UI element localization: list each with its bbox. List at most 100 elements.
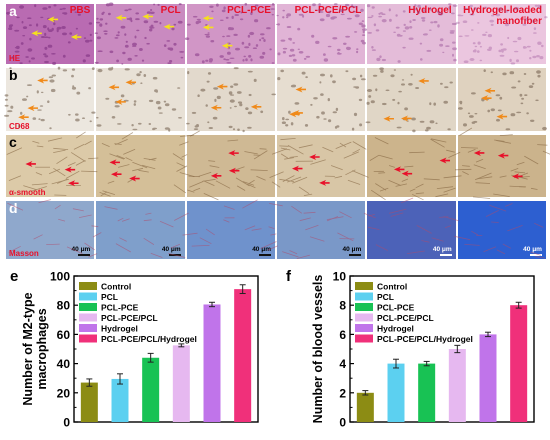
y-axis-label: Number of M2-typemacrophages xyxy=(21,292,49,405)
legend-label: PCL-PCE xyxy=(377,303,415,313)
legend-label: PCL-PCE/PCL xyxy=(377,313,434,323)
column-label-pcl-pce: PCL-PCE xyxy=(227,5,271,16)
bar-pcl-pce-pcl xyxy=(172,345,190,422)
tile-he-pcl-pce-pcl: PCL-PCE/PCL xyxy=(276,4,366,64)
bar-pcl xyxy=(387,363,405,422)
legend-label: PCL xyxy=(101,292,118,302)
legend-swatch xyxy=(355,313,373,322)
bar-control xyxy=(80,382,98,422)
row-tag-masson: Masson xyxy=(9,249,39,258)
scale-bar-5 xyxy=(439,254,452,256)
bar-pcl-pce-pcl xyxy=(448,349,466,422)
y-tick-label: 60 xyxy=(57,328,71,342)
tile-sma-6 xyxy=(457,135,546,197)
panel-letter-c: c xyxy=(9,134,17,150)
legend-swatch xyxy=(79,324,97,332)
bar-pcl xyxy=(111,378,129,422)
row-he: PBS PCL PCL-PCE PCL-PCE/PCL Hydrogel Hyd… xyxy=(6,4,546,64)
legend-swatch xyxy=(355,292,373,301)
row-tag-cd68: CD68 xyxy=(9,122,30,131)
y-tick-label: 100 xyxy=(50,270,70,284)
tile-masson-4: 40 μm xyxy=(276,201,366,259)
column-label-pcl-pce-pcl: PCL-PCE/PCL xyxy=(294,5,362,16)
legend-label: Control xyxy=(377,282,407,292)
scale-bar-6 xyxy=(529,254,542,256)
tile-sma-2 xyxy=(96,135,185,197)
tile-he-pcl-pce: PCL-PCE xyxy=(186,4,275,64)
scale-text-6: 40 μm xyxy=(523,246,542,253)
legend-label: Control xyxy=(101,282,131,292)
panel-letter-f: f xyxy=(286,268,291,285)
tile-cd68-4 xyxy=(276,68,366,131)
tile-masson-5: 40 μm xyxy=(367,201,456,259)
legend-swatch xyxy=(79,334,97,343)
legend-swatch xyxy=(79,303,97,311)
y-axis-label: Number of blood vessels xyxy=(311,275,325,424)
y-tick-label: 6 xyxy=(339,328,346,342)
y-tick-label: 8 xyxy=(339,299,346,313)
legend-label: PCL-PCE/PCL/Hydrogel xyxy=(377,334,473,344)
panel-letter-e: e xyxy=(10,268,19,285)
legend-swatch xyxy=(79,282,97,290)
bar-hydrogel xyxy=(203,304,221,422)
tile-sma-5 xyxy=(367,135,456,197)
legend-swatch xyxy=(79,313,97,322)
tile-cd68-5 xyxy=(367,68,456,131)
tile-cd68-2 xyxy=(96,68,185,131)
bar-pcl-pce xyxy=(142,357,160,422)
scale-bar-1 xyxy=(78,254,91,256)
tile-cd68-3 xyxy=(186,68,275,131)
row-cd68 xyxy=(6,68,546,131)
y-axis-label-line: macrophages xyxy=(35,308,49,389)
bar-control xyxy=(356,392,374,422)
legend-swatch xyxy=(355,282,373,290)
bar-pcl-pce xyxy=(418,363,436,422)
tile-he-pcl: PCL xyxy=(96,4,185,64)
row-tag-alpha-smooth: α-smooth xyxy=(9,188,46,197)
scale-text-2: 40 μm xyxy=(161,246,181,253)
tile-cd68-6 xyxy=(457,68,546,131)
legend-label: PCL-PCE/PCL/Hydrogel xyxy=(101,334,197,344)
scale-bar-4 xyxy=(349,254,362,256)
bar-pcl-pce-pcl-hydrogel xyxy=(510,305,528,422)
tile-he-hydrogel-nanofiber: Hydrogel-loaded nanofiber xyxy=(457,4,546,64)
scale-text-4: 40 μm xyxy=(342,246,362,253)
tile-masson-6: 40 μm xyxy=(457,201,546,259)
y-tick-label: 0 xyxy=(339,416,346,430)
scale-text-3: 40 μm xyxy=(252,246,271,253)
scale-text-1: 40 μm xyxy=(71,246,91,253)
row-alpha-smooth xyxy=(6,135,546,197)
panel-letter-d: d xyxy=(9,200,18,216)
column-label-pcl: PCL xyxy=(160,5,181,16)
column-label-hydrogel-nanofiber: Hydrogel-loaded nanofiber xyxy=(463,5,542,27)
column-label-hydrogel: Hydrogel xyxy=(408,5,452,16)
tile-sma-4 xyxy=(276,135,366,197)
y-axis-label-line: Number of M2-type xyxy=(21,292,35,405)
y-tick-label: 0 xyxy=(63,416,70,430)
y-tick-label: 20 xyxy=(57,386,71,400)
legend-label: Hydrogel xyxy=(377,324,414,334)
scale-bar-3 xyxy=(258,254,271,256)
panel-letter-a: a xyxy=(9,3,17,19)
legend-swatch xyxy=(355,324,373,332)
bar-pcl-pce-pcl-hydrogel xyxy=(234,289,252,422)
tile-masson-2: 40 μm xyxy=(96,201,185,259)
legend-label: PCL-PCE xyxy=(101,303,139,313)
tile-sma-3 xyxy=(186,135,275,197)
tile-masson-3: 40 μm xyxy=(186,201,275,259)
legend-label: PCL xyxy=(377,292,394,302)
panel-letter-b: b xyxy=(9,67,18,83)
row-tag-he: HE xyxy=(9,54,21,63)
y-tick-label: 2 xyxy=(339,386,346,400)
bar-hydrogel xyxy=(479,334,497,422)
y-tick-label: 10 xyxy=(333,270,347,284)
legend-label: PCL-PCE/PCL xyxy=(101,313,158,323)
scale-bar-2 xyxy=(168,254,181,256)
column-label-pbs: PBS xyxy=(69,5,91,16)
legend-swatch xyxy=(355,334,373,343)
row-masson: 40 μm 40 μm 40 μm 40 μm 40 μm 40 μm xyxy=(6,201,546,259)
y-tick-label: 80 xyxy=(57,299,71,313)
legend-swatch xyxy=(355,303,373,311)
y-tick-label: 4 xyxy=(339,357,346,371)
